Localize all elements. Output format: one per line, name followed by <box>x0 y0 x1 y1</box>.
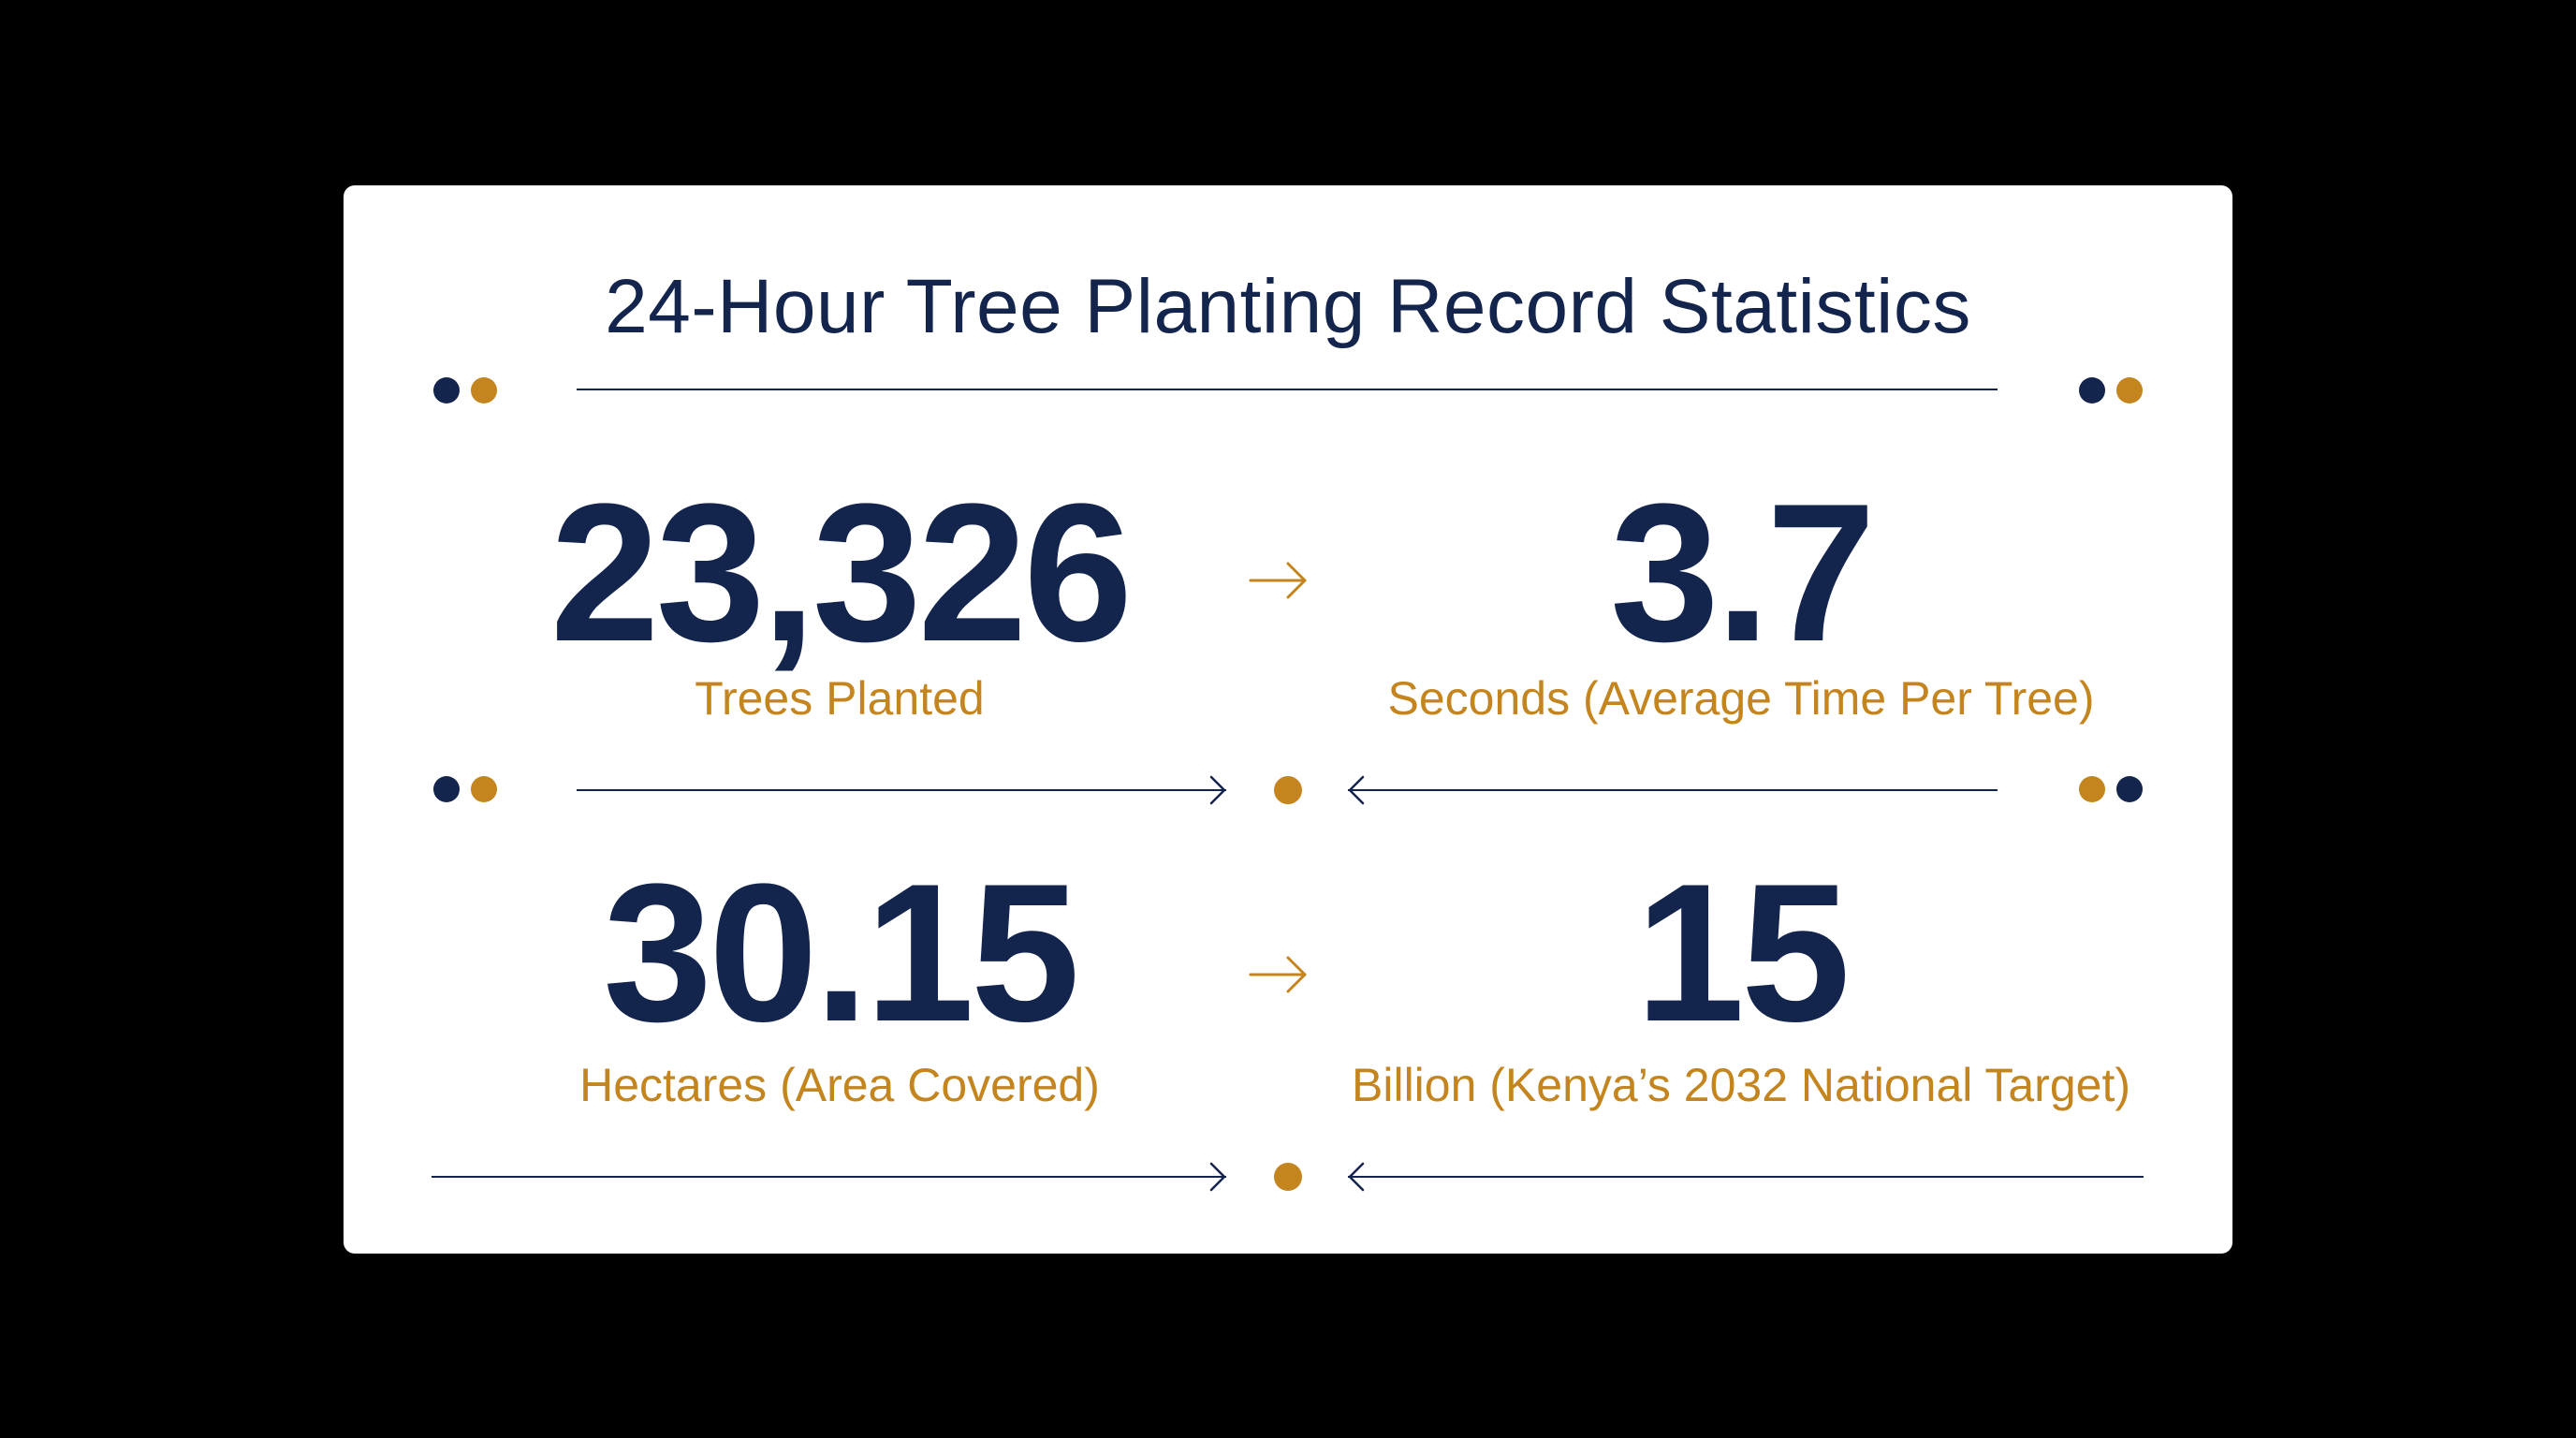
stat-value-seconds-per-tree: 3.7 <box>1610 462 1876 682</box>
stat-value-trees-planted: 23,326 <box>549 462 1133 682</box>
dot-pair-icon-left-gold <box>471 377 497 404</box>
stat-value-hectares: 30.15 <box>603 843 1080 1063</box>
dot-pair-icon-left-navy <box>433 377 460 404</box>
arrow-right-icon <box>1249 562 1307 599</box>
stat-label-hectares: Hectares (Area Covered) <box>579 1059 1100 1111</box>
dot-pair-icon-mid-left-gold <box>471 776 497 802</box>
dot-pair-icon-mid-right-navy <box>2116 776 2143 802</box>
bottom-divider-left <box>432 1176 1226 1178</box>
stat-label-billion-target: Billion (Kenya’s 2032 National Target) <box>1352 1059 2130 1111</box>
dot-pair-icon-right-gold <box>2116 377 2143 404</box>
arrow-right-icon <box>1249 956 1307 993</box>
arrow-right-icon <box>1209 775 1226 805</box>
center-dot-icon <box>1274 776 1302 804</box>
mid-divider-left <box>577 789 1226 791</box>
page-title: 24-Hour Tree Planting Record Statistics <box>605 264 1971 349</box>
stat-label-trees-planted: Trees Planted <box>695 672 985 725</box>
bottom-center-dot-icon <box>1274 1163 1302 1191</box>
stat-label-seconds-per-tree: Seconds (Average Time Per Tree) <box>1387 672 2095 725</box>
mid-divider-right <box>1348 789 1998 791</box>
dot-pair-icon-right-navy <box>2079 377 2105 404</box>
bottom-divider-right <box>1348 1176 2144 1178</box>
stats-card <box>344 185 2232 1254</box>
stat-value-billion-target: 15 <box>1635 843 1851 1063</box>
title-divider <box>577 389 1998 390</box>
dot-pair-icon-mid-right-gold <box>2079 776 2105 802</box>
dot-pair-icon-mid-left-navy <box>433 776 460 802</box>
arrow-right-icon <box>1209 1162 1226 1192</box>
